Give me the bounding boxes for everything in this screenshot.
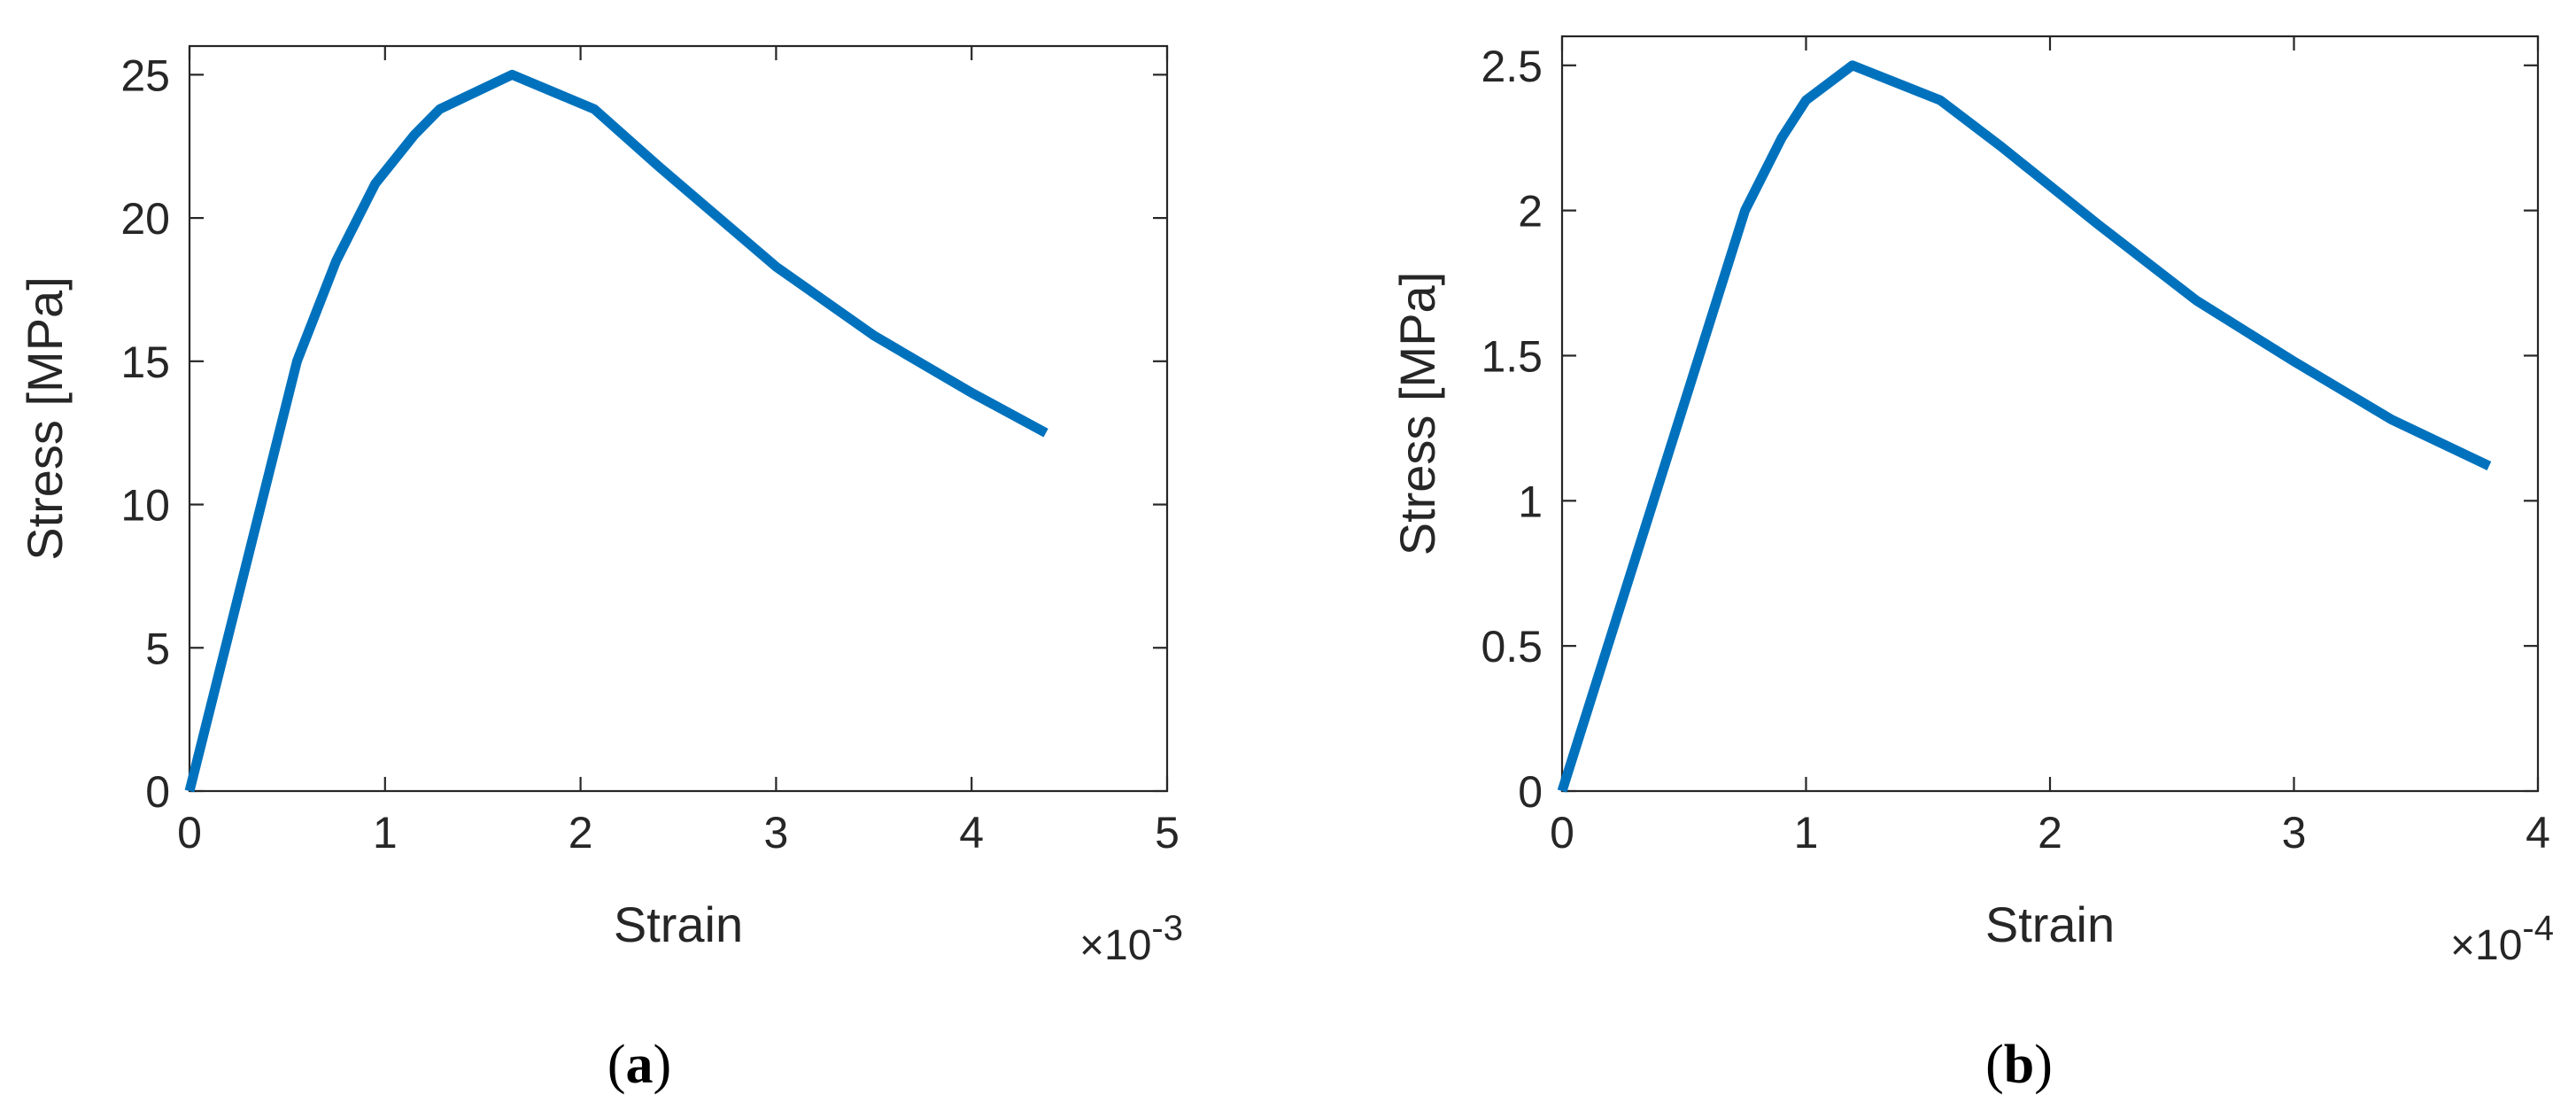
- x-tick-label: 2: [2038, 808, 2062, 858]
- plot-area: [1560, 35, 2540, 793]
- x-tick-label: 4: [2526, 808, 2550, 858]
- x-tick-label: 0: [1550, 808, 1574, 858]
- x-tick-label: 3: [2282, 808, 2307, 858]
- panel-letter: a: [626, 1035, 654, 1095]
- chart-panel-b: 0 1 2 3 4 0 0.5 1 1.5 2 2.5 Strain Stress [MPa] ×10-4…: [1389, 35, 2554, 1095]
- plot-area: [188, 44, 1169, 793]
- x-tick-label: 5: [1155, 808, 1180, 858]
- x-tick-label: 0: [177, 808, 202, 858]
- x-axis-title: Strain: [614, 896, 743, 952]
- series-line-0: [184, 69, 1048, 793]
- x-tick-label: 4: [959, 808, 984, 858]
- x-tick-label: 2: [569, 808, 593, 858]
- panel-label: (a): [607, 1035, 671, 1095]
- y-tick-label: 25: [120, 50, 170, 100]
- y-tick-label: 10: [120, 481, 170, 531]
- x-axis-title: Strain: [1985, 896, 2115, 952]
- y-axis-title: Stress [MPa]: [17, 276, 73, 561]
- y-tick-label: 20: [120, 194, 170, 244]
- x-axis-multiplier: ×10-4: [2450, 909, 2554, 969]
- panel-label: (b): [1985, 1035, 2053, 1095]
- series-line-0: [1557, 60, 2492, 793]
- y-tick-label: 1: [1518, 477, 1543, 526]
- y-tick-label: 2: [1518, 187, 1543, 237]
- y-tick-label: 2.5: [1481, 42, 1543, 91]
- y-tick-label: 0.5: [1481, 622, 1543, 671]
- x-tick-label: 1: [1794, 808, 1819, 858]
- y-tick-label: 0: [145, 767, 170, 817]
- x-axis-multiplier-base: ×10: [1079, 922, 1151, 969]
- y-tick-label: 0: [1518, 767, 1543, 817]
- y-tick-label: 1.5: [1481, 331, 1543, 381]
- chart-panel-a: 0 1 2 3 4 5 0 5 10 15 20 25 Strain Stress [MPa] ×10-3 (…: [17, 44, 1183, 1095]
- y-tick-label: 5: [145, 624, 170, 673]
- x-tick-label: 3: [763, 808, 788, 858]
- x-axis-multiplier-exponent: -4: [2522, 909, 2554, 948]
- y-axis-title: Stress [MPa]: [1389, 272, 1445, 556]
- x-axis-multiplier-base: ×10: [2450, 922, 2522, 969]
- x-axis-multiplier-exponent: -3: [1151, 909, 1183, 948]
- x-tick-label: 1: [373, 808, 398, 858]
- panel-letter: b: [2004, 1035, 2034, 1095]
- x-axis-multiplier: ×10-3: [1079, 909, 1183, 969]
- y-tick-label: 15: [120, 338, 170, 387]
